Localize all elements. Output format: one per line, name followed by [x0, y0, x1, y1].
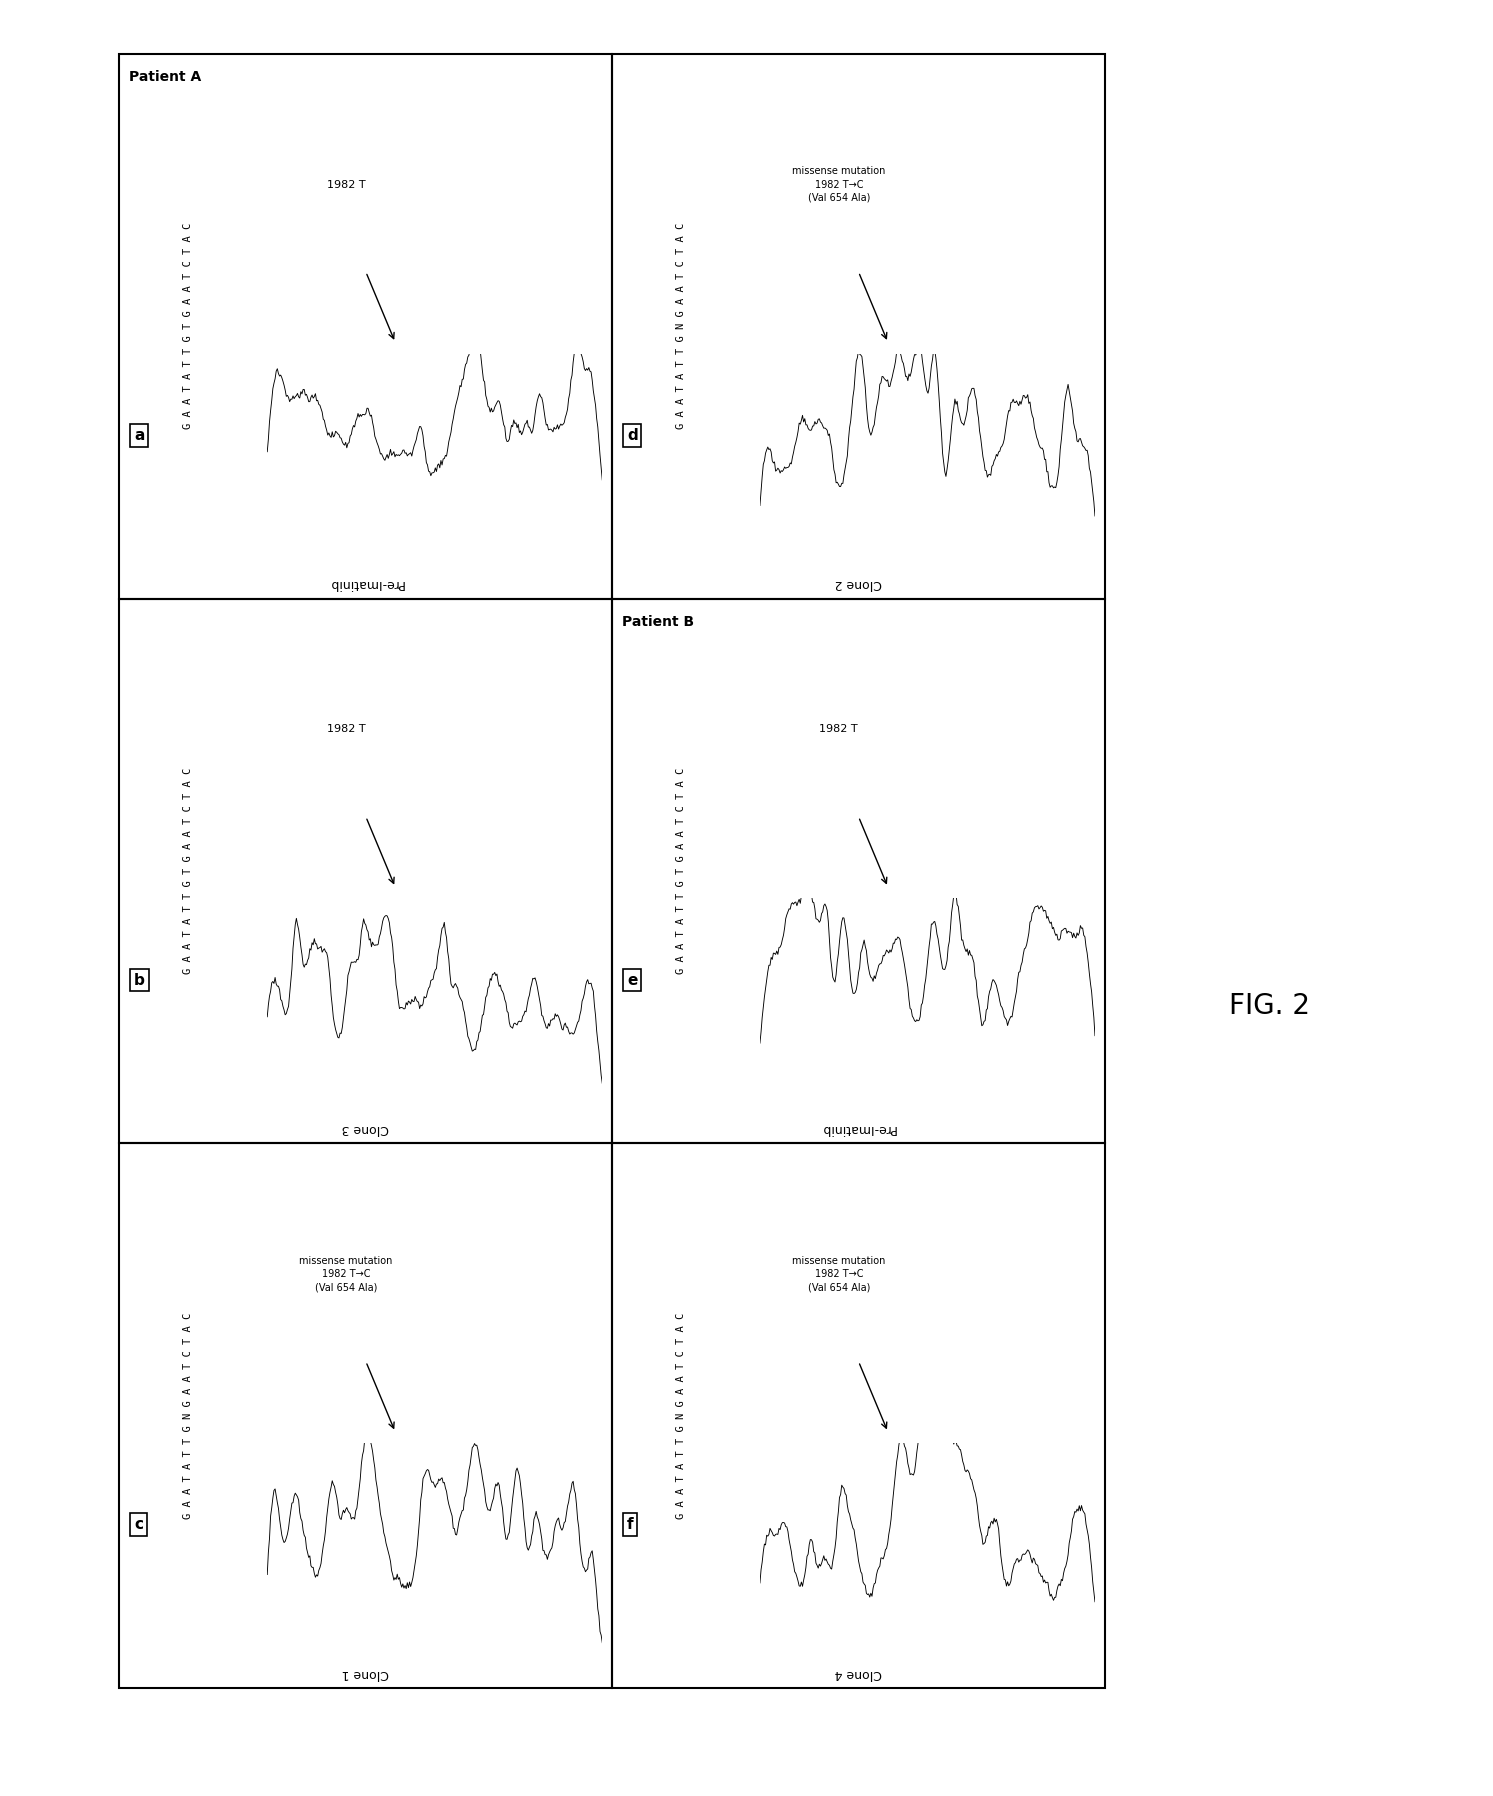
Text: missense mutation
1982 T→C
(Val 654 Ala): missense mutation 1982 T→C (Val 654 Ala) [300, 1255, 393, 1293]
Text: G A A T A T T G N G A A T C T A C: G A A T A T T G N G A A T C T A C [184, 1313, 194, 1519]
Text: Clone 1: Clone 1 [342, 1667, 390, 1679]
Text: Clone 4: Clone 4 [835, 1667, 882, 1679]
Text: Patient A: Patient A [130, 70, 202, 84]
Text: G A A T A T T G T G A A T C T A C: G A A T A T T G T G A A T C T A C [184, 223, 194, 429]
Text: Pre-Imatinib: Pre-Imatinib [821, 1122, 896, 1135]
Text: G A A T A T T G N G A A T C T A C: G A A T A T T G N G A A T C T A C [676, 223, 687, 429]
Text: Clone 3: Clone 3 [342, 1122, 390, 1135]
Text: e: e [627, 972, 638, 988]
Text: missense mutation
1982 T→C
(Val 654 Ala): missense mutation 1982 T→C (Val 654 Ala) [793, 1255, 885, 1293]
Text: c: c [134, 1518, 143, 1532]
Text: Pre-Imatinib: Pre-Imatinib [328, 578, 403, 591]
Text: d: d [627, 427, 638, 444]
Text: 1982 T: 1982 T [327, 724, 366, 735]
Text: missense mutation
1982 T→C
(Val 654 Ala): missense mutation 1982 T→C (Val 654 Ala) [793, 167, 885, 203]
Text: a: a [134, 427, 145, 444]
Text: G A A T A T T G T G A A T C T A C: G A A T A T T G T G A A T C T A C [184, 769, 194, 973]
Text: 1982 T: 1982 T [820, 724, 858, 735]
Text: G A A T A T T G T G A A T C T A C: G A A T A T T G T G A A T C T A C [676, 769, 687, 973]
Text: 1982 T: 1982 T [327, 180, 366, 190]
Text: Patient B: Patient B [623, 614, 694, 629]
Text: b: b [134, 972, 145, 988]
Text: G A A T A T T G N G A A T C T A C: G A A T A T T G N G A A T C T A C [676, 1313, 687, 1519]
Text: f: f [627, 1518, 633, 1532]
Text: Clone 2: Clone 2 [835, 578, 882, 591]
Text: FIG. 2: FIG. 2 [1229, 991, 1309, 1020]
